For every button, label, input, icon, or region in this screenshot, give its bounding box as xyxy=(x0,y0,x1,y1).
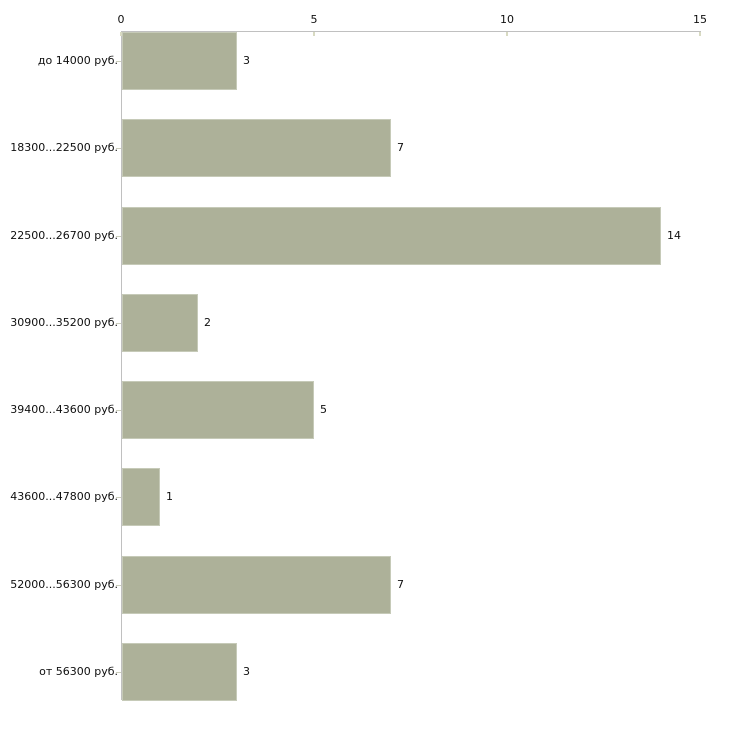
x-axis-tick-label: 5 xyxy=(310,13,318,26)
bar-value-label: 5 xyxy=(320,403,327,416)
x-axis-tick-label: 15 xyxy=(693,13,707,26)
category-label: 18300...22500 руб. xyxy=(10,141,118,154)
bar-value-label: 7 xyxy=(397,141,404,154)
bar xyxy=(122,294,198,352)
x-axis-tick xyxy=(506,32,508,36)
y-axis-tick xyxy=(116,410,121,411)
bar xyxy=(122,381,314,439)
y-axis-tick xyxy=(116,585,121,586)
bar-value-label: 2 xyxy=(204,316,211,329)
bar xyxy=(122,643,237,701)
x-axis-tick-label: 0 xyxy=(117,13,125,26)
bar xyxy=(122,468,160,526)
category-label: 43600...47800 руб. xyxy=(10,490,118,503)
bar xyxy=(122,207,661,265)
y-axis-line xyxy=(121,31,122,700)
y-axis-tick xyxy=(116,236,121,237)
bar xyxy=(122,119,391,177)
y-axis-tick xyxy=(116,672,121,673)
x-axis-tick xyxy=(313,32,315,36)
bar-value-label: 3 xyxy=(243,665,250,678)
y-axis-tick xyxy=(116,148,121,149)
bar xyxy=(122,556,391,614)
x-axis-tick xyxy=(120,32,122,36)
y-axis-tick xyxy=(116,497,121,498)
bar-value-label: 3 xyxy=(243,54,250,67)
y-axis-tick xyxy=(116,323,121,324)
category-label: до 14000 руб. xyxy=(37,54,118,67)
bar-value-label: 1 xyxy=(166,490,173,503)
x-axis-tick-label: 10 xyxy=(500,13,514,26)
category-label: от 56300 руб. xyxy=(39,665,118,678)
category-label: 30900...35200 руб. xyxy=(10,316,118,329)
bar-value-label: 7 xyxy=(397,578,404,591)
bar xyxy=(122,32,237,90)
y-axis-tick xyxy=(116,61,121,62)
bar-value-label: 14 xyxy=(667,229,681,242)
category-label: 39400...43600 руб. xyxy=(10,403,118,416)
category-label: 22500...26700 руб. xyxy=(10,229,118,242)
x-axis-line xyxy=(121,31,701,32)
x-axis-tick xyxy=(699,32,701,36)
category-label: 52000...56300 руб. xyxy=(10,578,118,591)
